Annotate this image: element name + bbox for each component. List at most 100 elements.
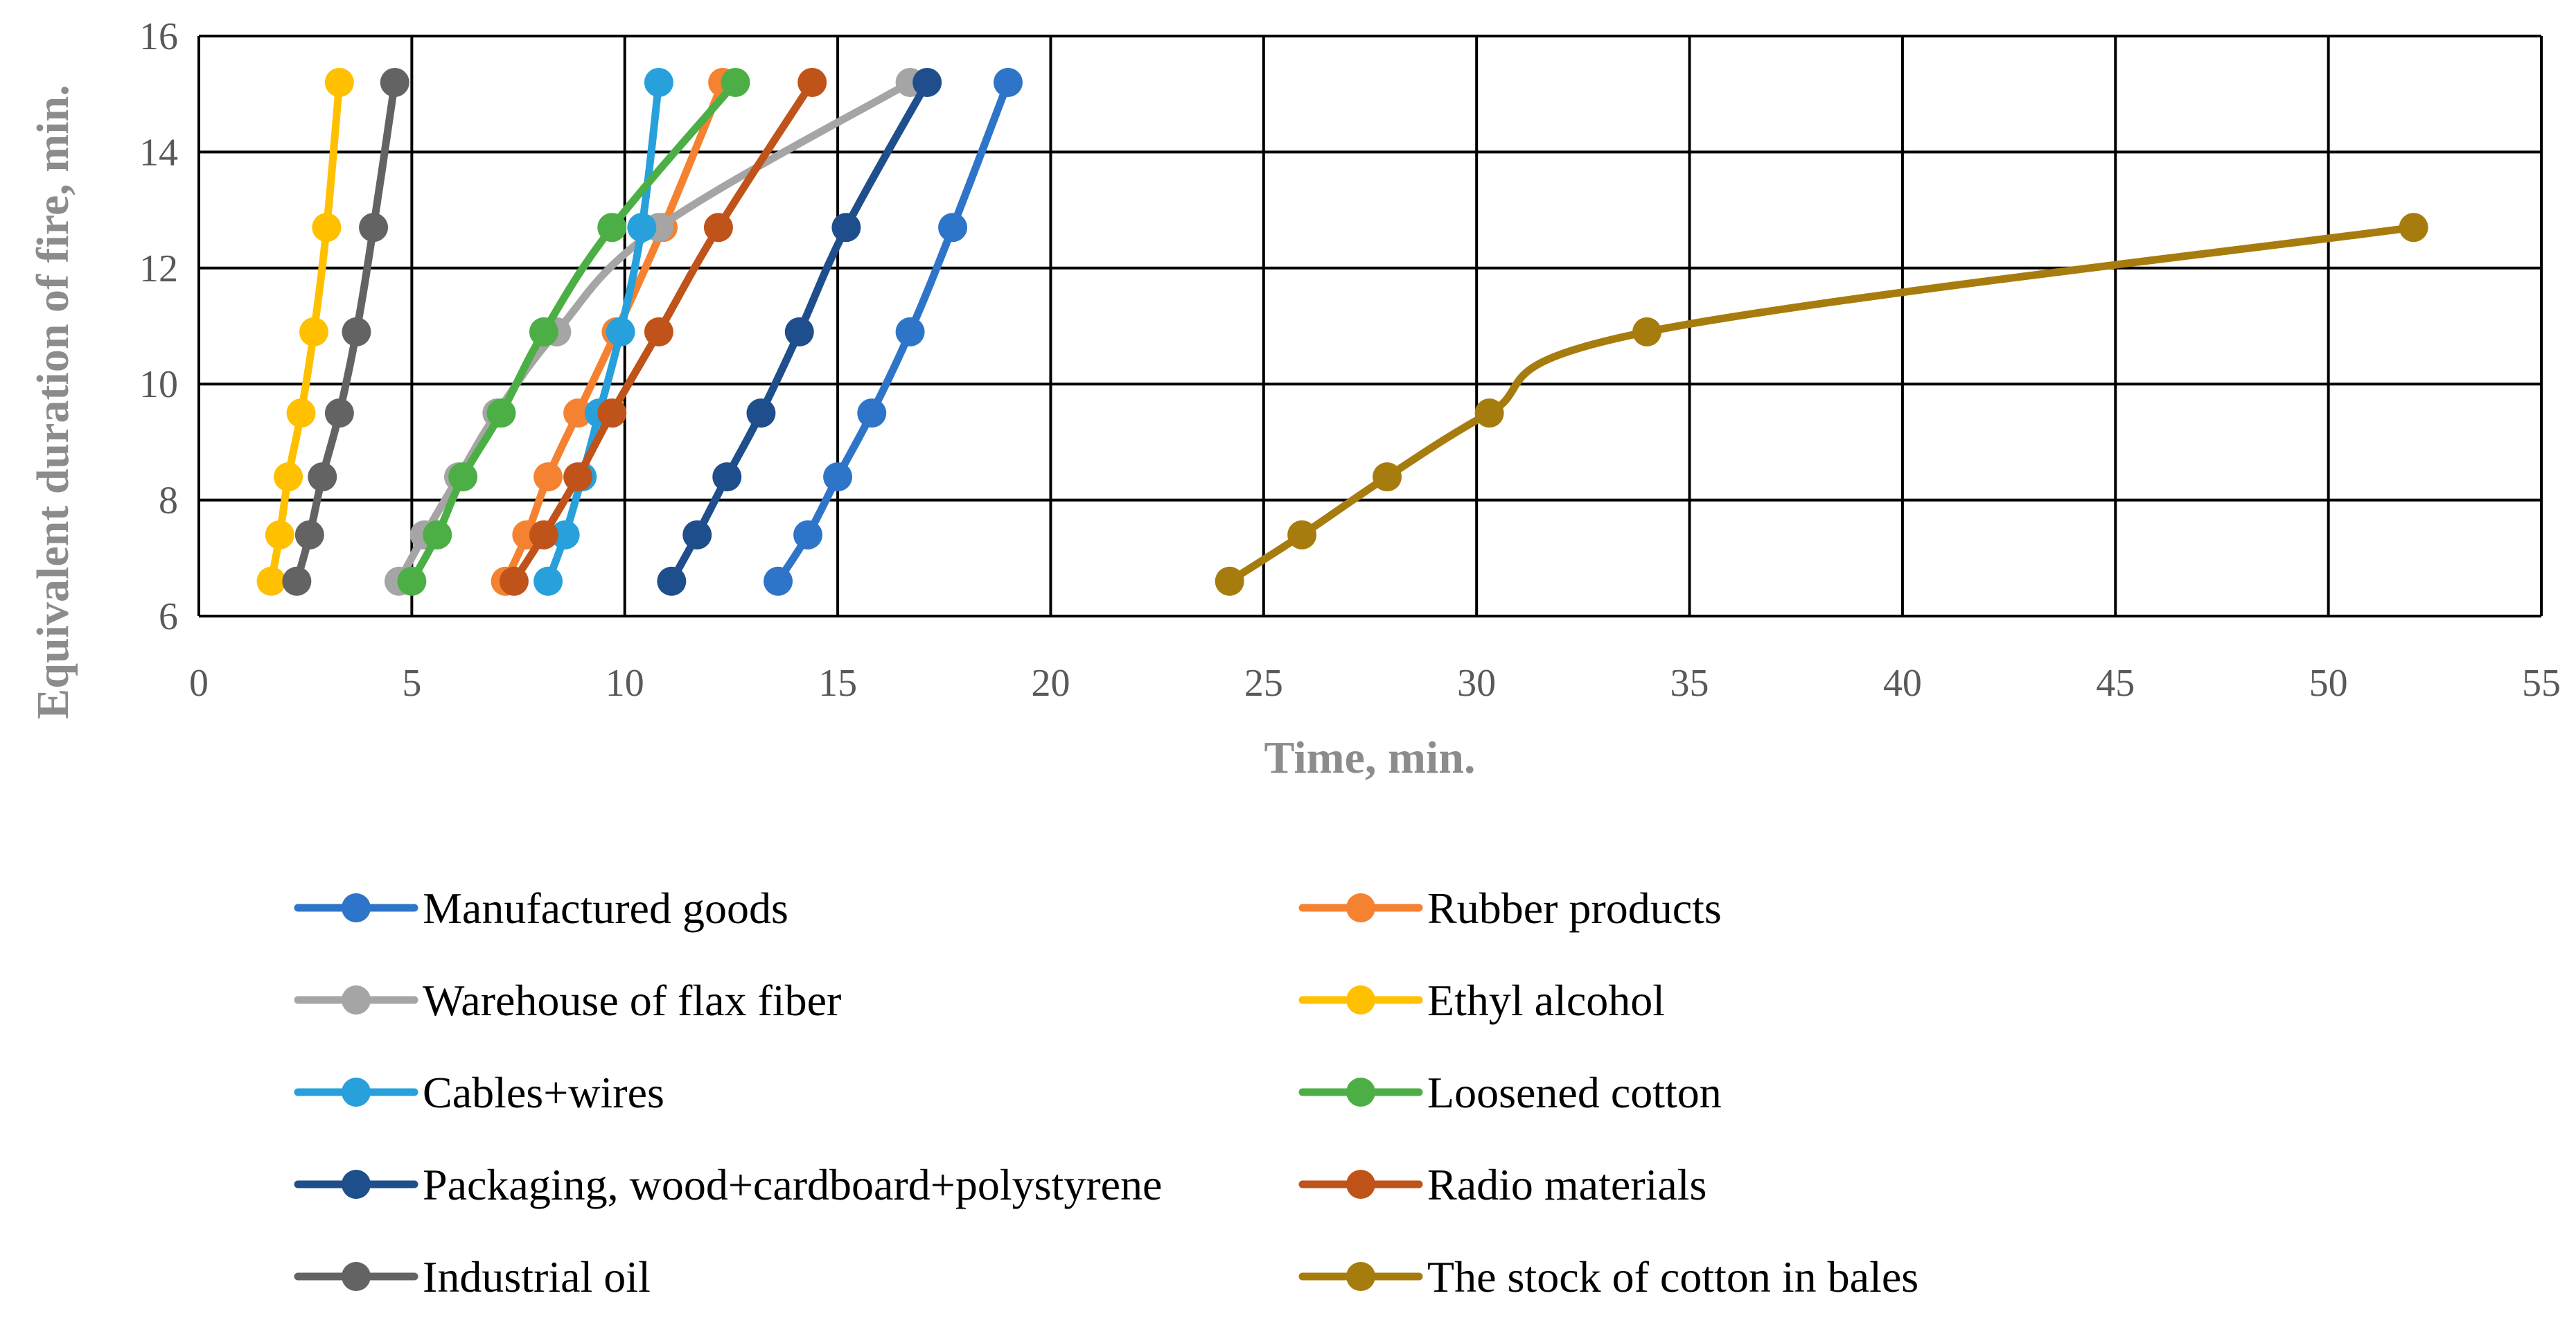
data-point xyxy=(682,520,712,550)
legend-swatch-marker xyxy=(342,1078,371,1107)
tick-labels: 0 5 10 15 20 25 30 35 40 45 50 55 6 8 10 12 14 16 xyxy=(139,15,2561,705)
legend-label: Cables+wires xyxy=(423,1068,664,1117)
data-point xyxy=(380,67,409,97)
series-0 xyxy=(764,67,1023,596)
y-tick-label: 10 xyxy=(139,363,178,406)
legend-label: The stock of cotton in bales xyxy=(1427,1252,1918,1301)
data-point xyxy=(324,67,354,97)
data-point xyxy=(1632,317,1662,346)
data-point xyxy=(529,317,558,346)
x-axis-title: Time, min. xyxy=(1264,732,1476,783)
series-5 xyxy=(397,67,750,596)
data-point xyxy=(764,566,793,596)
y-axis-title: Equivalent duration of fire, min. xyxy=(28,85,78,719)
data-point xyxy=(793,520,823,550)
data-point xyxy=(831,213,861,243)
data-point xyxy=(1215,566,1244,596)
x-tick-label: 25 xyxy=(1244,662,1283,705)
y-tick-label: 16 xyxy=(139,15,178,58)
data-point xyxy=(274,462,303,492)
data-point xyxy=(359,213,389,243)
series-line xyxy=(1226,223,2418,586)
legend-item: Cables+wires xyxy=(294,1068,664,1117)
data-point xyxy=(448,462,478,492)
legend-swatch-marker xyxy=(1346,1170,1375,1199)
y-tick-label: 12 xyxy=(139,247,178,290)
y-tick-label: 14 xyxy=(139,131,178,174)
series-6 xyxy=(657,67,942,596)
legend-item: Radio materials xyxy=(1298,1160,1706,1209)
x-tick-label: 15 xyxy=(818,662,857,705)
data-point xyxy=(342,317,371,346)
data-point xyxy=(533,462,563,492)
x-tick-label: 35 xyxy=(1670,662,1709,705)
legend: Manufactured goods Rubber products Warehou… xyxy=(294,884,1918,1301)
data-point xyxy=(1373,462,1402,492)
x-tick-label: 45 xyxy=(2096,662,2135,705)
data-point xyxy=(550,520,580,550)
legend-label: Radio materials xyxy=(1427,1160,1706,1209)
data-point xyxy=(294,520,324,550)
data-point xyxy=(784,317,814,346)
legend-item: Warehouse of flax fiber xyxy=(294,976,841,1025)
x-tick-label: 5 xyxy=(402,662,421,705)
data-point xyxy=(627,213,657,243)
data-point xyxy=(1474,398,1504,428)
data-point xyxy=(746,398,776,428)
data-point xyxy=(703,213,733,243)
legend-label: Packaging, wood+cardboard+polystyrene xyxy=(423,1160,1162,1209)
axes xyxy=(197,36,2541,617)
data-point xyxy=(606,317,635,346)
y-tick-label: 6 xyxy=(159,595,178,638)
legend-label: Loosened cotton xyxy=(1427,1068,1722,1117)
legend-label: Rubber products xyxy=(1427,884,1722,933)
series-4 xyxy=(533,67,673,596)
data-point xyxy=(256,566,286,596)
series-7 xyxy=(499,67,827,596)
data-point xyxy=(712,462,742,492)
data-point xyxy=(644,317,673,346)
x-tick-label: 30 xyxy=(1457,662,1496,705)
data-point xyxy=(597,398,627,428)
series-9 xyxy=(1215,213,2428,596)
data-point xyxy=(529,520,558,550)
series-group xyxy=(256,67,2428,596)
series-3 xyxy=(256,67,354,596)
legend-item: Ethyl alcohol xyxy=(1298,976,1665,1025)
data-point xyxy=(823,462,853,492)
legend-swatch-marker xyxy=(1346,985,1375,1015)
data-point xyxy=(857,398,887,428)
legend-swatch-marker xyxy=(1346,1262,1375,1291)
data-point xyxy=(1287,520,1317,550)
x-tick-label: 50 xyxy=(2309,662,2348,705)
legend-swatch-marker xyxy=(1346,893,1375,922)
data-point xyxy=(721,67,750,97)
legend-item: Loosened cotton xyxy=(1298,1068,1722,1117)
legend-item: Manufactured goods xyxy=(294,884,788,933)
data-point xyxy=(299,317,328,346)
legend-label: Ethyl alcohol xyxy=(1427,976,1665,1025)
legend-swatch-marker xyxy=(342,893,371,922)
data-point xyxy=(533,566,563,596)
series-line xyxy=(395,78,915,586)
y-tick-label: 8 xyxy=(159,480,178,523)
series-8 xyxy=(282,67,409,596)
data-point xyxy=(563,462,593,492)
data-point xyxy=(423,520,452,550)
legend-swatch-marker xyxy=(342,985,371,1015)
data-point xyxy=(308,462,337,492)
legend-swatch-marker xyxy=(1346,1078,1375,1107)
data-point xyxy=(912,67,942,97)
legend-item: Industrial oil xyxy=(294,1252,651,1301)
legend-item: Packaging, wood+cardboard+polystyrene xyxy=(294,1160,1162,1209)
data-point xyxy=(265,520,294,550)
data-point xyxy=(993,67,1023,97)
x-tick-label: 10 xyxy=(606,662,644,705)
x-tick-label: 55 xyxy=(2522,662,2561,705)
data-point xyxy=(486,398,516,428)
data-point xyxy=(597,213,627,243)
legend-swatch-marker xyxy=(342,1262,371,1291)
x-tick-label: 20 xyxy=(1031,662,1070,705)
data-point xyxy=(2399,213,2428,243)
